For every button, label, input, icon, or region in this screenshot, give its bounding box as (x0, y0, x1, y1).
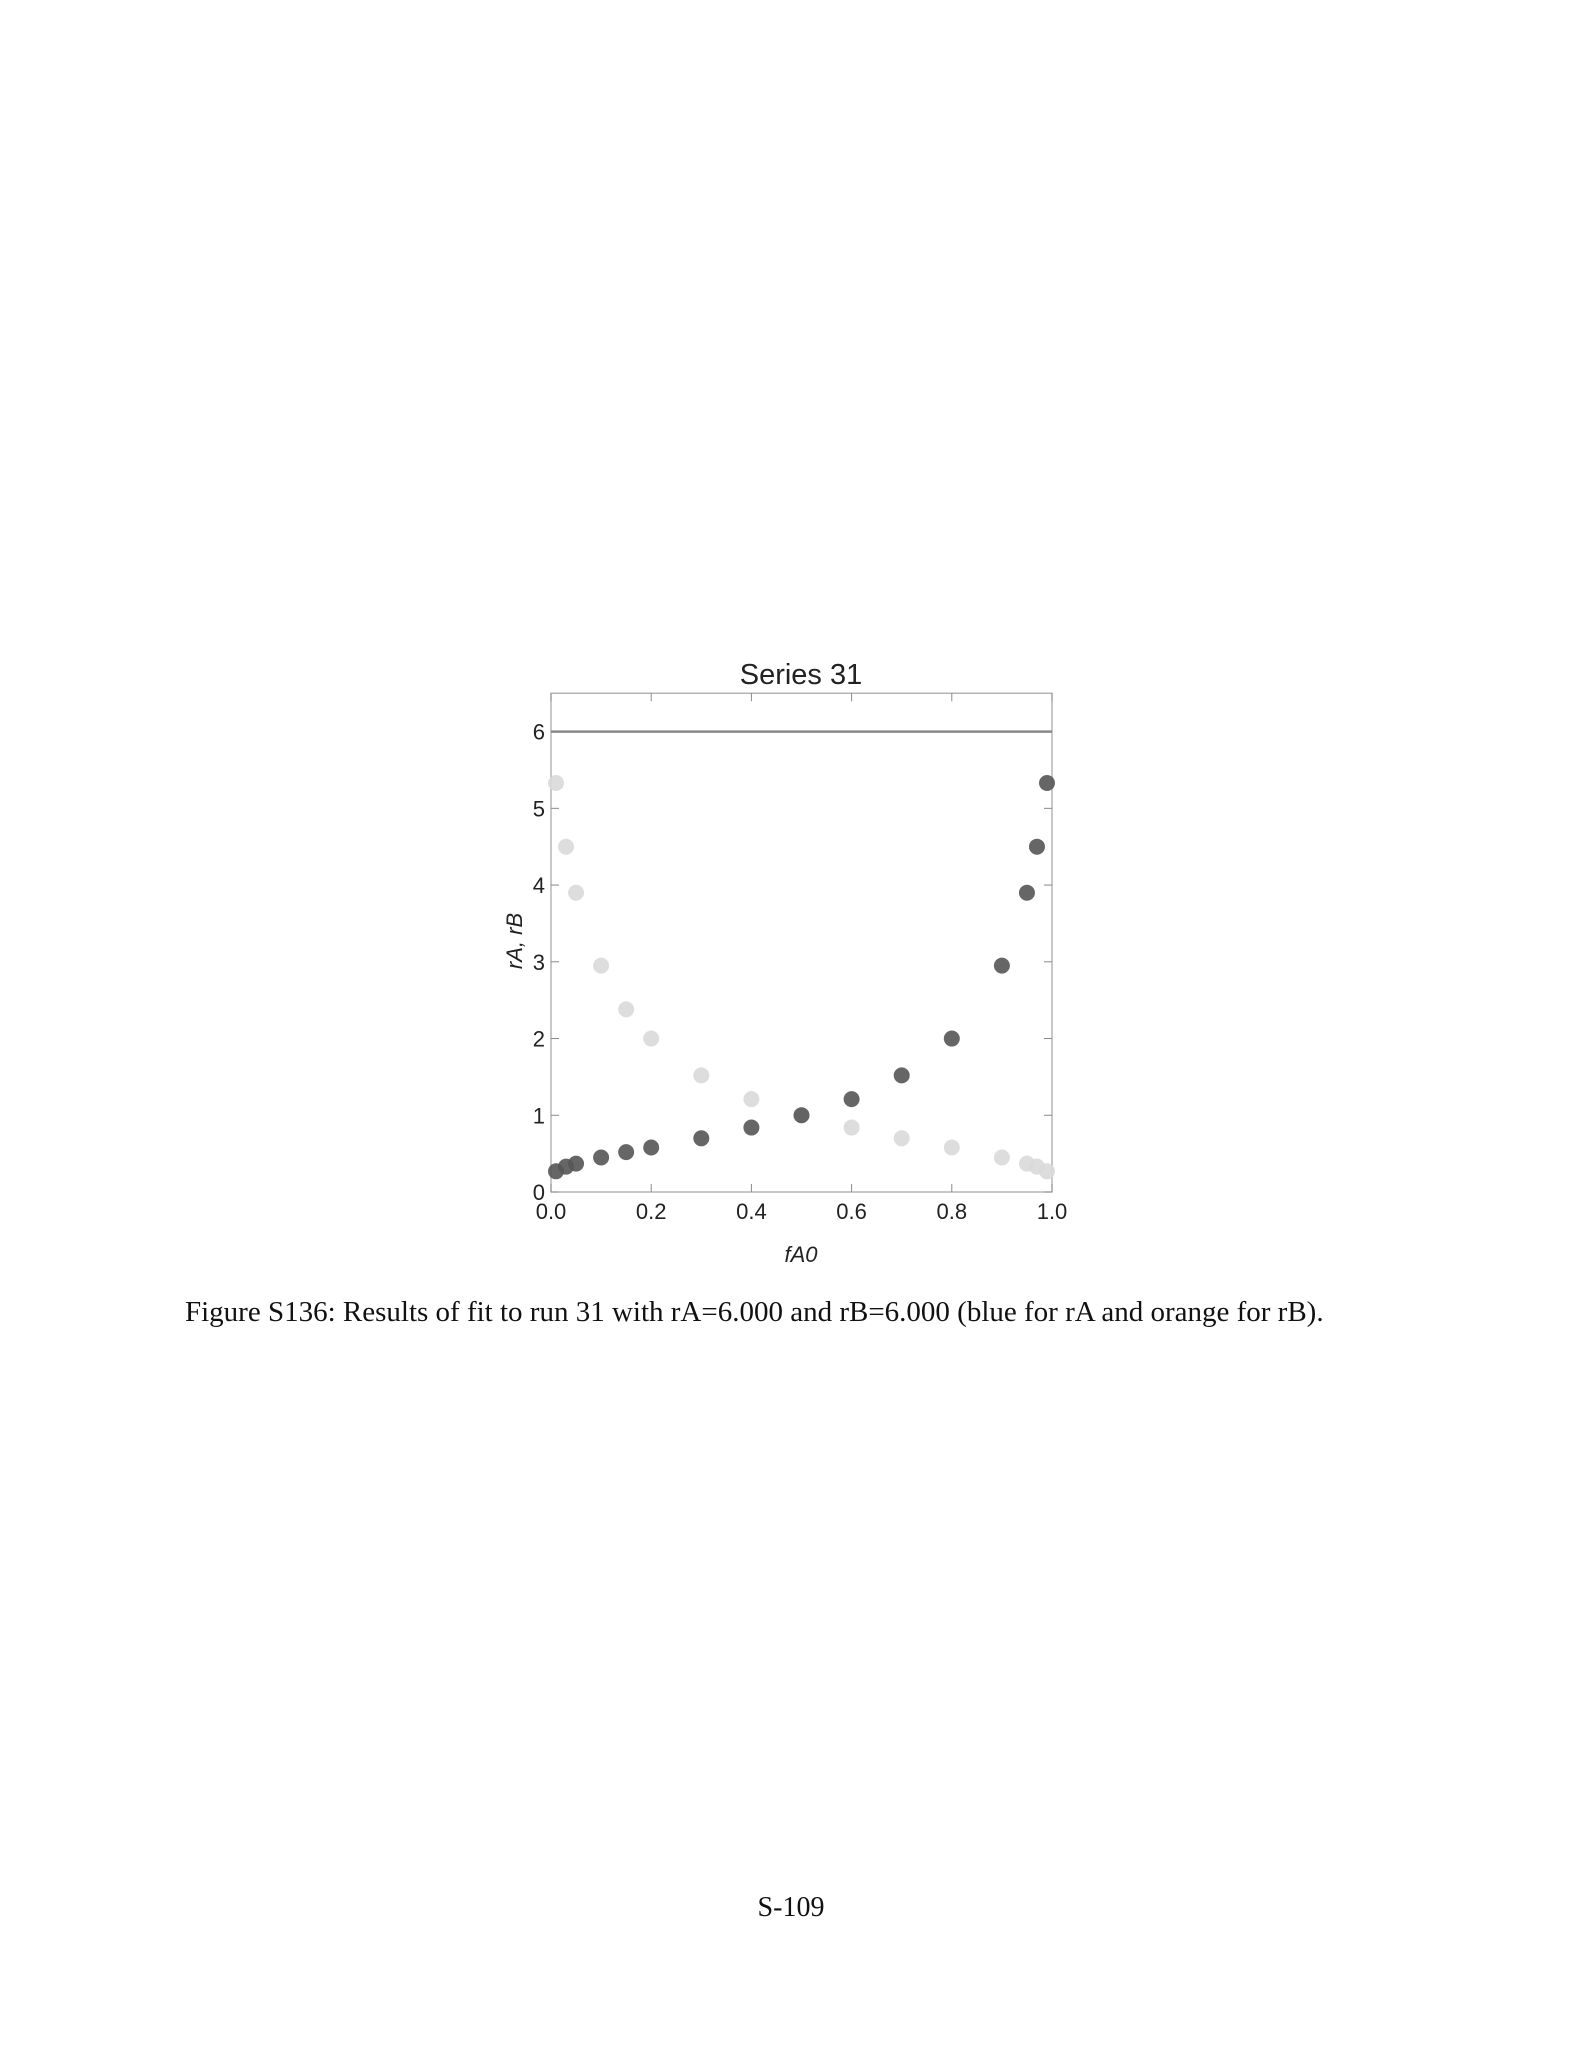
point (993, 1149, 1010, 1166)
y-tick-label: 3 (533, 950, 545, 975)
page-number: S-109 (757, 1892, 825, 1923)
x-tick-label: 1.0 (1037, 1199, 1068, 1224)
point (568, 1155, 585, 1172)
x-axis-label: fA0 (784, 1242, 818, 1267)
point (643, 1030, 660, 1047)
chart-title: Series 31 (740, 659, 863, 691)
point (893, 1130, 910, 1147)
point (893, 1067, 910, 1084)
point (643, 1139, 660, 1156)
point (793, 1107, 810, 1124)
y-axis-label: rA, rB (502, 913, 527, 969)
x-tick-label: 0.0 (536, 1199, 567, 1224)
point (593, 957, 610, 974)
point (843, 1091, 860, 1108)
point (943, 1139, 960, 1156)
point (548, 775, 565, 792)
plot-frame (550, 692, 1053, 1193)
caption: Figure S136: Results of fit to run 31 wi… (185, 1296, 1324, 1328)
y-tick-label: 4 (533, 873, 545, 898)
y-tick-label: 2 (533, 1027, 545, 1052)
y-tick-label: 1 (533, 1103, 545, 1128)
point (618, 1001, 635, 1018)
point (618, 1144, 635, 1161)
point (743, 1091, 760, 1108)
point (568, 884, 585, 901)
x-tick-label: 0.8 (937, 1199, 968, 1224)
point (843, 1119, 860, 1136)
point (943, 1030, 960, 1047)
point (1038, 775, 1055, 792)
y-tick-label: 5 (533, 796, 545, 821)
x-tick-label: 0.2 (636, 1199, 667, 1224)
point (993, 957, 1010, 974)
x-tick-label: 0.4 (736, 1199, 767, 1224)
point (1018, 884, 1035, 901)
point (743, 1119, 760, 1136)
point (558, 838, 575, 855)
point (693, 1130, 710, 1147)
x-tick-label: 0.6 (836, 1199, 867, 1224)
y-tick-label: 0 (533, 1180, 545, 1205)
point (1028, 838, 1045, 855)
point (593, 1149, 610, 1166)
y-tick-label: 6 (533, 720, 545, 745)
point (693, 1067, 710, 1084)
point (1038, 1163, 1055, 1180)
